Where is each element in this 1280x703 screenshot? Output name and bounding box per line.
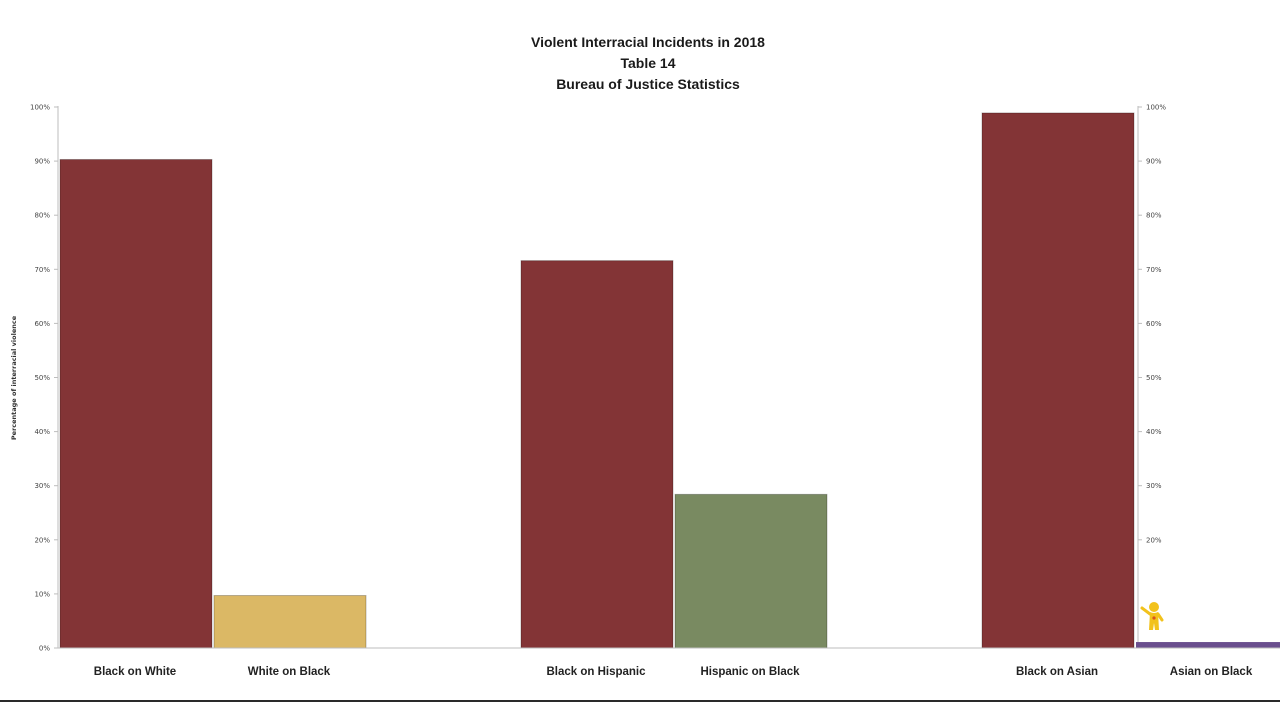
y-tick-label-right: 20% [1146, 536, 1162, 544]
y-tick-label-right: 30% [1146, 482, 1162, 490]
bar-white-on-black [213, 595, 367, 649]
x-category-label: Hispanic on Black [700, 666, 800, 678]
y-ticks-left: 0% 10% 20% 30% 40% 50% 60% 70% 80% 90% 100% [30, 104, 58, 653]
y-tick-label-left: 90% [34, 158, 50, 166]
y-tick-label-left: 40% [34, 428, 50, 436]
y-tick-label-left: 0% [39, 645, 50, 653]
y-tick-label-right: 80% [1146, 212, 1162, 220]
small-yellow-figure-icon [1140, 602, 1164, 630]
y-tick-label-right: 90% [1146, 158, 1162, 166]
x-category-label: Black on Hispanic [546, 666, 646, 678]
bar-black-on-asian [981, 112, 1135, 649]
y-tick-label-right: 40% [1146, 428, 1162, 436]
y-tick-label-left: 20% [34, 536, 50, 544]
y-tick-label-right: 100% [1146, 104, 1166, 112]
x-category-label: White on Black [248, 666, 331, 678]
chart-subtitle-source: Bureau of Justice Statistics [556, 76, 740, 92]
bar-asian-on-black [1136, 642, 1280, 648]
y-tick-label-right: 70% [1146, 266, 1162, 274]
y-tick-label-left: 100% [30, 104, 50, 112]
y-tick-label-left: 60% [34, 320, 50, 328]
chart-title: Violent Interracial Incidents in 2018 [531, 34, 765, 50]
y-tick-label-right: 60% [1146, 320, 1162, 328]
y-tick-label-left: 70% [34, 266, 50, 274]
y-tick-label-left: 30% [34, 482, 50, 490]
x-category-label: Black on Asian [1016, 666, 1098, 678]
y-axis-label: Percentage of interracial violence [10, 315, 18, 440]
bar-hispanic-on-black [674, 493, 828, 649]
bar-black-on-hispanic [520, 260, 674, 649]
x-category-label: Asian on Black [1170, 666, 1253, 678]
x-category-label: Black on White [94, 666, 176, 678]
bars [59, 112, 1280, 649]
chart-subtitle-table: Table 14 [621, 55, 676, 71]
y-tick-label-right: 50% [1146, 374, 1162, 382]
y-tick-label-left: 50% [34, 374, 50, 382]
y-tick-label-left: 80% [34, 212, 50, 220]
y-ticks-right: 20% 30% 40% 50% 60% 70% 80% 90% 100% [1138, 104, 1166, 544]
bar-black-on-white [59, 158, 213, 649]
y-tick-label-left: 10% [34, 590, 50, 598]
category-labels: Black on White White on Black Black on His… [94, 666, 1253, 678]
chart-title-block: Violent Interracial Incidents in 2018 Ta… [531, 34, 765, 92]
